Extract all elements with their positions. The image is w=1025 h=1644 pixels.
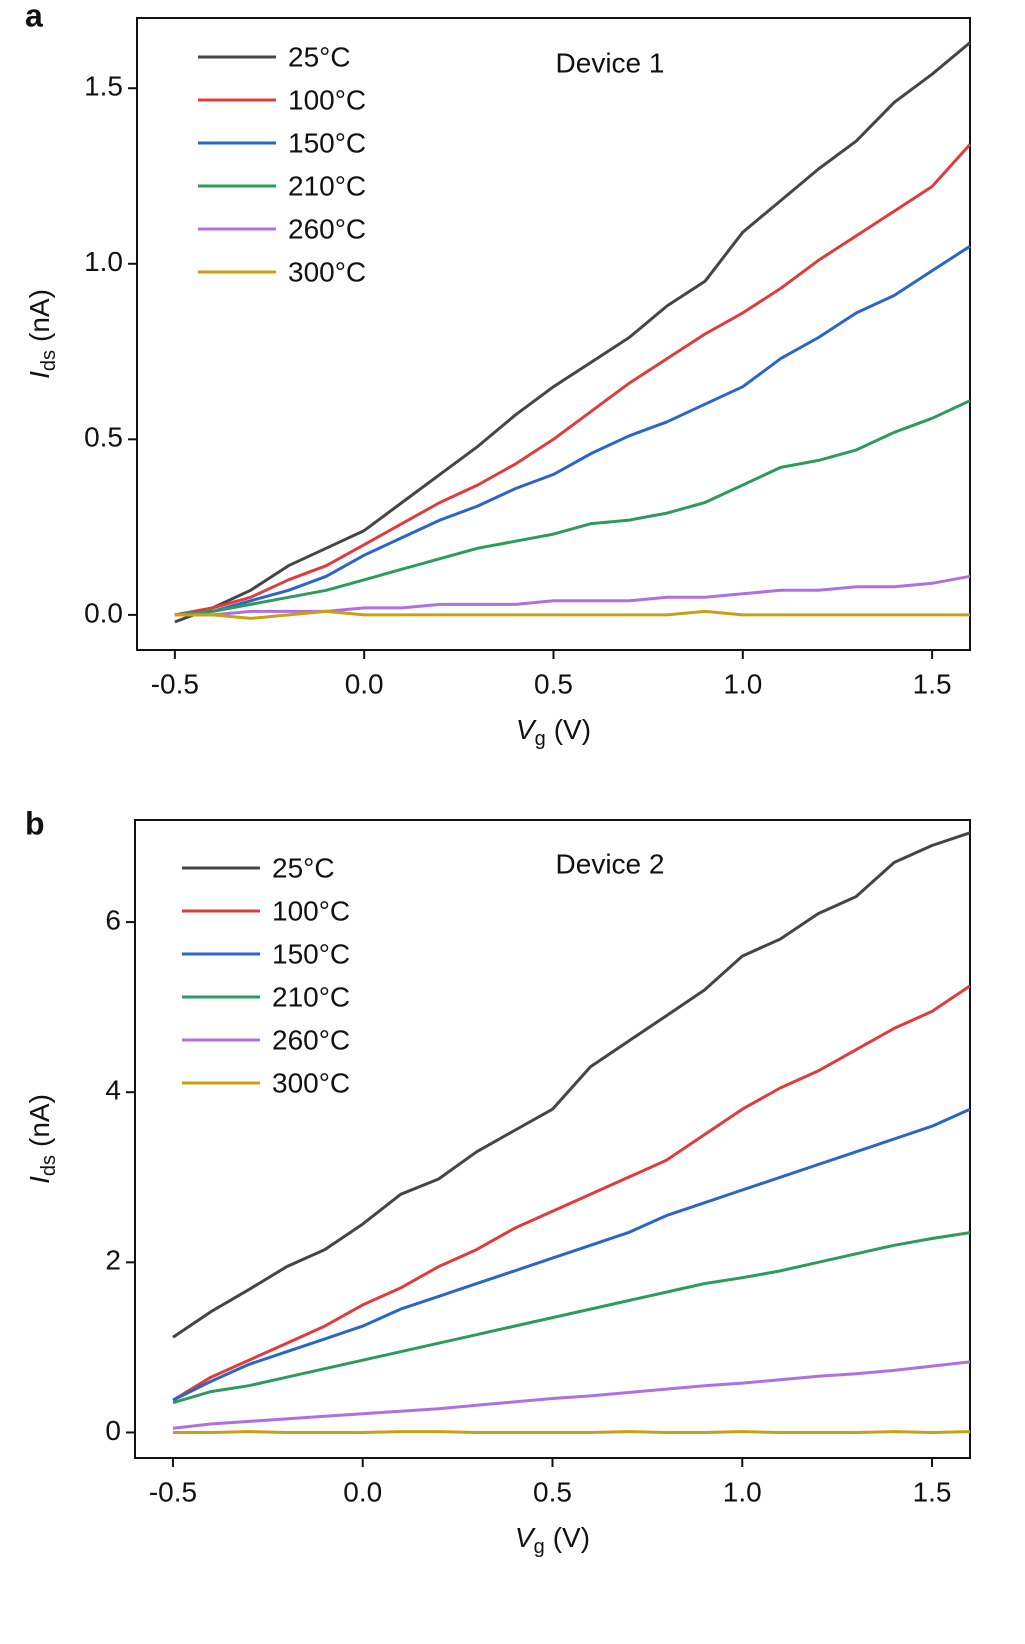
x-tick-label: -0.5: [151, 668, 199, 699]
x-tick-label: 1.0: [723, 1476, 762, 1507]
legend-label: 100°C: [288, 84, 366, 115]
data-line: [174, 574, 971, 617]
x-axis-label: Vg (V): [515, 1522, 590, 1558]
data-line: [172, 1360, 971, 1430]
y-tick-label: 0: [105, 1415, 121, 1446]
y-tick-label: 1.5: [84, 71, 123, 102]
data-line: [174, 41, 971, 624]
x-tick-label: 0.5: [533, 1476, 572, 1507]
legend-label: 210°C: [272, 981, 350, 1012]
y-axis-label-symbol: I: [24, 371, 55, 379]
legend-label: 210°C: [288, 170, 366, 201]
y-axis-label: Ids (nA): [24, 289, 60, 379]
y-axis-label-subscript: ds: [38, 1155, 60, 1176]
legend-label: 25°C: [272, 852, 335, 883]
y-axis-label: Ids (nA): [24, 1094, 60, 1184]
x-axis-label-subscript: g: [534, 1536, 545, 1558]
data-line: [172, 831, 971, 1339]
y-tick-label: 4: [105, 1075, 121, 1106]
legend-label: 300°C: [272, 1067, 350, 1098]
x-tick-label: 0.5: [534, 668, 573, 699]
x-tick-label: 1.5: [913, 1476, 952, 1507]
y-tick-label: 6: [105, 904, 121, 935]
legend-label: 260°C: [272, 1024, 350, 1055]
x-axis-label-unit: (V): [553, 1522, 590, 1553]
data-line: [174, 609, 970, 620]
x-tick-label: -0.5: [149, 1476, 197, 1507]
data-line: [173, 1430, 971, 1434]
panel-label: b: [25, 805, 45, 841]
legend-label: 25°C: [288, 41, 351, 72]
y-tick-label: 0.0: [84, 597, 123, 628]
y-axis-label-subscript: ds: [38, 350, 60, 371]
y-tick-label: 2: [105, 1245, 121, 1276]
plot-frame: [136, 17, 971, 651]
data-line: [174, 143, 972, 617]
legend-label: 300°C: [288, 256, 366, 287]
legend-label: 260°C: [288, 213, 366, 244]
data-line: [172, 984, 971, 1402]
x-tick-label: 0.0: [345, 668, 384, 699]
legend-label: 150°C: [288, 127, 366, 158]
legend-label: 150°C: [272, 938, 350, 969]
y-tick-label: 0.5: [84, 422, 123, 453]
x-tick-label: 1.0: [723, 668, 762, 699]
x-axis-label-symbol: V: [515, 1522, 536, 1553]
annotation: Device 1: [556, 47, 665, 78]
y-axis-label-symbol: I: [24, 1176, 55, 1184]
x-tick-label: 0.0: [343, 1476, 382, 1507]
plot-frame: [134, 819, 971, 1459]
panel-label: a: [25, 0, 43, 33]
annotation: Device 2: [556, 848, 665, 879]
data-line: [172, 1107, 971, 1402]
x-axis-label-symbol: V: [516, 714, 537, 745]
data-line: [174, 244, 971, 617]
x-tick-label: 1.5: [913, 668, 952, 699]
x-axis-label: Vg (V): [516, 714, 591, 750]
data-line: [174, 399, 971, 617]
legend-label: 100°C: [272, 895, 350, 926]
y-tick-label: 1.0: [84, 246, 123, 277]
data-line: [172, 1231, 971, 1405]
y-axis-label-unit: (nA): [24, 1094, 55, 1147]
y-axis-label-unit: (nA): [24, 289, 55, 342]
x-axis-label-subscript: g: [535, 728, 546, 750]
x-axis-label-unit: (V): [554, 714, 591, 745]
